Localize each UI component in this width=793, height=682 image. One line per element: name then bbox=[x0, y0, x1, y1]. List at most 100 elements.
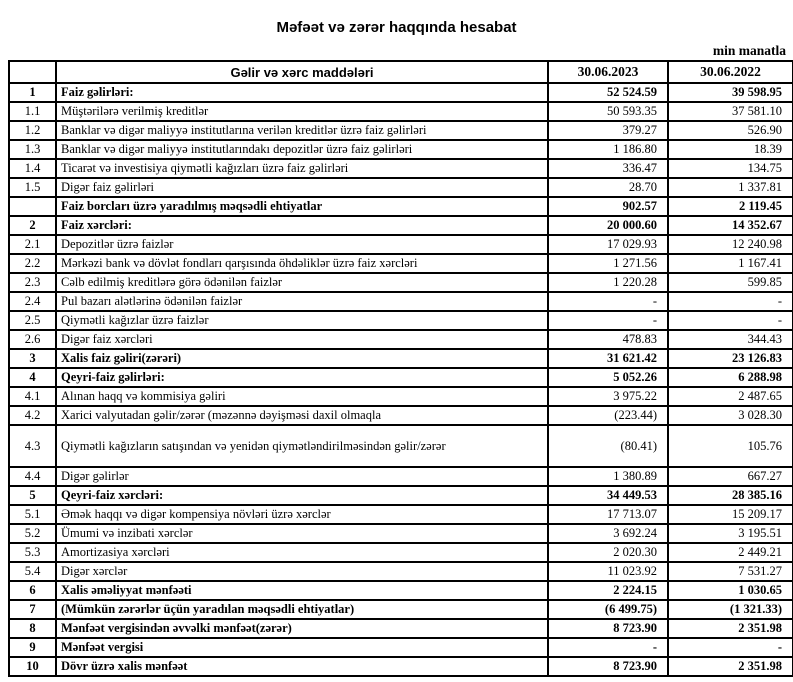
row-value-2022-cell: 2 119.45 bbox=[667, 196, 793, 217]
row-number-cell: 10 bbox=[8, 656, 57, 677]
row-value-2023-cell: 17 713.07 bbox=[547, 504, 669, 525]
row-value-2022-cell: 1 030.65 bbox=[667, 580, 793, 601]
table-row: 1 Faiz gəlirləri: 52 524.59 39 598.95 bbox=[8, 82, 793, 103]
row-value-2023-cell: 52 524.59 bbox=[547, 82, 669, 103]
row-value-2023-cell: 8 723.90 bbox=[547, 618, 669, 639]
row-value-2022-cell: 12 240.98 bbox=[667, 234, 793, 255]
row-item-cell: Digər gəlirlər bbox=[55, 466, 549, 487]
row-value-2023-cell: - bbox=[547, 310, 669, 331]
row-value-2022-cell: 1 337.81 bbox=[667, 177, 793, 198]
row-item-cell: Depozitlər üzrə faizlər bbox=[55, 234, 549, 255]
row-item-cell: Digər faiz gəlirləri bbox=[55, 177, 549, 198]
table-row: 4.2 Xarici valyutadan gəlir/zərər (məzən… bbox=[8, 405, 793, 426]
row-value-2023-cell: 11 023.92 bbox=[547, 561, 669, 582]
table-row: 2.2 Mərkəzi bank və dövlət fondları qarş… bbox=[8, 253, 793, 274]
row-value-2022-cell: 526.90 bbox=[667, 120, 793, 141]
row-item-cell: Əmək haqqı və digər kompensiya növləri ü… bbox=[55, 504, 549, 525]
table-row: 2.6 Digər faiz xərcləri 478.83 344.43 bbox=[8, 329, 793, 350]
row-value-2023-cell: (6 499.75) bbox=[547, 599, 669, 620]
row-item-cell: Qeyri-faiz xərcləri: bbox=[55, 485, 549, 506]
row-item-cell: Qiymətli kağızlar üzrə faizlər bbox=[55, 310, 549, 331]
row-number-cell: 5.2 bbox=[8, 523, 57, 544]
page-title: Məfəət və zərər haqqında hesabat bbox=[276, 19, 517, 36]
row-value-2023-cell: 3 692.24 bbox=[547, 523, 669, 544]
row-value-2023-cell: 2 020.30 bbox=[547, 542, 669, 563]
row-item-cell: Xalis əməliyyat mənfəəti bbox=[55, 580, 549, 601]
row-value-2022-cell: 3 195.51 bbox=[667, 523, 793, 544]
row-value-2022-cell: 2 351.98 bbox=[667, 618, 793, 639]
table-row: 3 Xalis faiz gəliri(zərəri) 31 621.42 23… bbox=[8, 348, 793, 369]
table-row: 9 Mənfəət vergisi - - bbox=[8, 637, 793, 658]
row-value-2022-cell: 18.39 bbox=[667, 139, 793, 160]
row-item-cell: Digər faiz xərcləri bbox=[55, 329, 549, 350]
row-value-2022-cell: 667.27 bbox=[667, 466, 793, 487]
row-value-2022-cell: - bbox=[667, 291, 793, 312]
table-row: 5.3 Amortizasiya xərcləri 2 020.30 2 449… bbox=[8, 542, 793, 563]
row-value-2023-cell: 2 224.15 bbox=[547, 580, 669, 601]
row-value-2023-cell: 8 723.90 bbox=[547, 656, 669, 677]
row-value-2022-cell: 37 581.10 bbox=[667, 101, 793, 122]
row-item-cell: Digər xərclər bbox=[55, 561, 549, 582]
row-value-2023-cell: 20 000.60 bbox=[547, 215, 669, 236]
row-number-cell: 4.3 bbox=[8, 424, 57, 468]
row-value-2022-cell: 2 351.98 bbox=[667, 656, 793, 677]
row-number-cell: 1.2 bbox=[8, 120, 57, 141]
table-row: 1.1 Müştərilərə verilmiş kreditlər 50 59… bbox=[8, 101, 793, 122]
row-value-2023-cell: 1 271.56 bbox=[547, 253, 669, 274]
row-number-cell: 2 bbox=[8, 215, 57, 236]
row-value-2022-cell: 1 167.41 bbox=[667, 253, 793, 274]
row-item-cell: Xalis faiz gəliri(zərəri) bbox=[55, 348, 549, 369]
unit-note: min manatla bbox=[712, 43, 786, 58]
row-number-cell: 6 bbox=[8, 580, 57, 601]
row-value-2023-cell: 478.83 bbox=[547, 329, 669, 350]
table-row: Faiz borcları üzrə yaradılmış məqsədli e… bbox=[8, 196, 793, 217]
row-value-2023-cell: 28.70 bbox=[547, 177, 669, 198]
row-value-2023-cell: - bbox=[547, 291, 669, 312]
row-value-2022-cell: 344.43 bbox=[667, 329, 793, 350]
row-number-cell: 5.4 bbox=[8, 561, 57, 582]
row-value-2022-cell: 15 209.17 bbox=[667, 504, 793, 525]
table-row: 2.3 Cəlb edilmiş kreditlərə görə ödənilə… bbox=[8, 272, 793, 293]
row-number-cell: 1.3 bbox=[8, 139, 57, 160]
table-row: 6 Xalis əməliyyat mənfəəti 2 224.15 1 03… bbox=[8, 580, 793, 601]
row-item-cell: Banklar və digər maliyyə institutlarında… bbox=[55, 139, 549, 160]
row-value-2023-cell: (223.44) bbox=[547, 405, 669, 426]
row-item-cell: Mənfəət vergisindən əvvəlki mənfəət(zərə… bbox=[55, 618, 549, 639]
table-row: 4.3 Qiymətli kağızların satışından və ye… bbox=[8, 424, 793, 468]
row-number-cell bbox=[8, 196, 57, 217]
row-value-2023-cell: 3 975.22 bbox=[547, 386, 669, 407]
table-row: 2.5 Qiymətli kağızlar üzrə faizlər - - bbox=[8, 310, 793, 331]
table-row: 1.4 Ticarət və investisiya qiymətli kağı… bbox=[8, 158, 793, 179]
row-item-cell: Ticarət və investisiya qiymətli kağızlar… bbox=[55, 158, 549, 179]
row-item-cell: Alınan haqq və kommisiya gəliri bbox=[55, 386, 549, 407]
row-value-2023-cell: 34 449.53 bbox=[547, 485, 669, 506]
row-value-2022-cell: 2 487.65 bbox=[667, 386, 793, 407]
row-number-cell: 8 bbox=[8, 618, 57, 639]
row-item-cell: Faiz xərcləri: bbox=[55, 215, 549, 236]
row-value-2023-cell: 1 186.80 bbox=[547, 139, 669, 160]
row-item-cell: Banklar və digər maliyyə institutlarına … bbox=[55, 120, 549, 141]
row-value-2022-cell: 28 385.16 bbox=[667, 485, 793, 506]
header-col-30-06-2022: 30.06.2022 bbox=[667, 60, 793, 84]
row-item-cell: (Mümkün zərərlər üçün yaradılan məqsədli… bbox=[55, 599, 549, 620]
row-item-cell: Xarici valyutadan gəlir/zərər (məzənnə d… bbox=[55, 405, 549, 426]
row-value-2023-cell: 1 220.28 bbox=[547, 272, 669, 293]
row-number-cell: 4.2 bbox=[8, 405, 57, 426]
row-number-cell: 2.4 bbox=[8, 291, 57, 312]
row-number-cell: 4 bbox=[8, 367, 57, 388]
row-item-cell: Ümumi və inzibati xərclər bbox=[55, 523, 549, 544]
row-item-cell: Dövr üzrə xalis mənfəət bbox=[55, 656, 549, 677]
table-row: 1.3 Banklar və digər maliyyə institutlar… bbox=[8, 139, 793, 160]
table-header-row: Gəlir və xərc maddələri 30.06.2023 30.06… bbox=[8, 60, 793, 84]
row-number-cell: 1 bbox=[8, 82, 57, 103]
table-row: 4.4 Digər gəlirlər 1 380.89 667.27 bbox=[8, 466, 793, 487]
row-value-2023-cell: 17 029.93 bbox=[547, 234, 669, 255]
row-value-2022-cell: 134.75 bbox=[667, 158, 793, 179]
income-statement-table: Gəlir və xərc maddələri 30.06.2023 30.06… bbox=[8, 60, 793, 677]
header-item-cell: Gəlir və xərc maddələri bbox=[55, 60, 549, 84]
table-row: 2.4 Pul bazarı alətlərinə ödənilən faizl… bbox=[8, 291, 793, 312]
row-value-2022-cell: 105.76 bbox=[667, 424, 793, 468]
row-item-cell: Amortizasiya xərcləri bbox=[55, 542, 549, 563]
row-value-2022-cell: 599.85 bbox=[667, 272, 793, 293]
